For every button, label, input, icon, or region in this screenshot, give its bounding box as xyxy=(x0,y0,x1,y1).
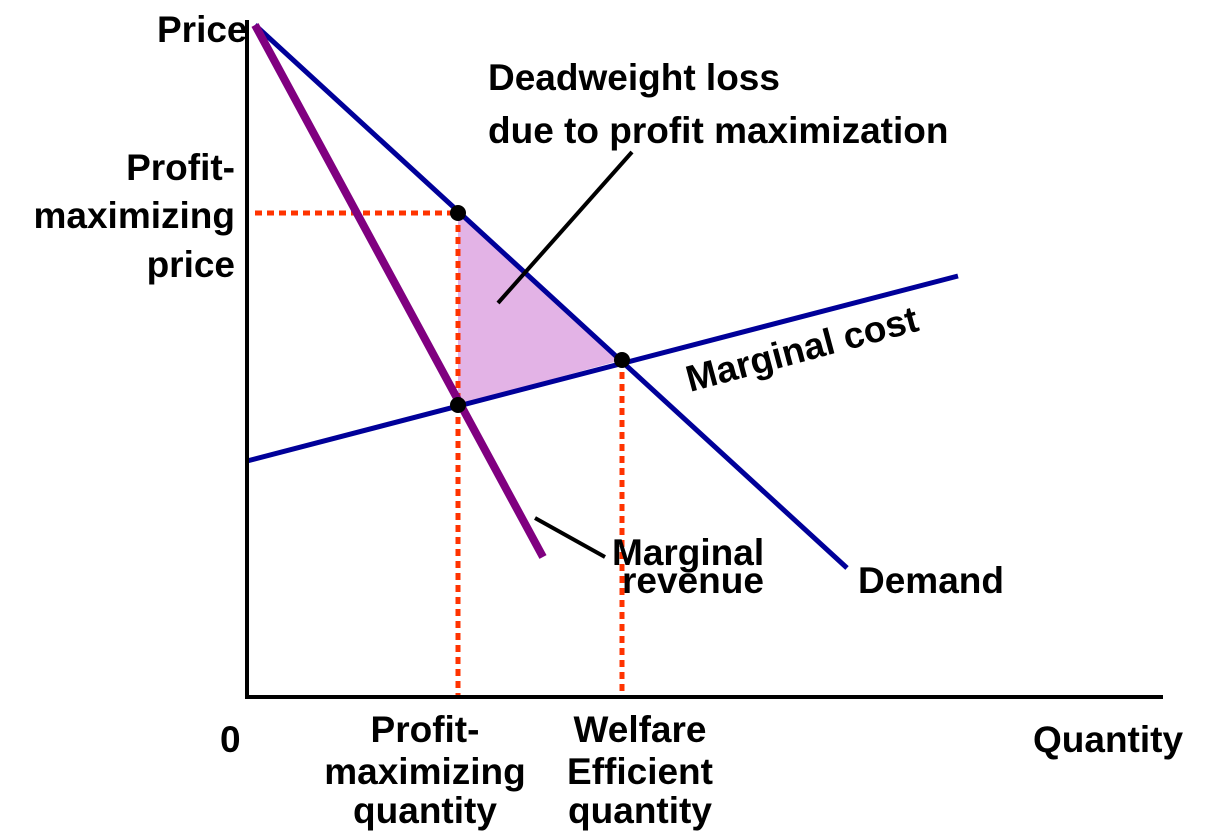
points xyxy=(450,205,630,413)
weq-label: quantity xyxy=(568,790,712,831)
price-label: Profit- xyxy=(126,147,235,188)
pmq-label: maximizing xyxy=(324,751,526,792)
demand-line xyxy=(253,23,849,570)
dwl-label: Deadweight loss xyxy=(488,57,780,98)
mc-label: Marginal cost xyxy=(681,298,922,399)
dwl-label: due to profit maximization xyxy=(488,110,948,151)
demand-label: Demand xyxy=(858,560,1004,601)
origin: 0 xyxy=(220,719,241,760)
axes xyxy=(245,20,1163,699)
weq-label: Welfare xyxy=(574,709,707,750)
price-label: price xyxy=(147,244,235,285)
mr-label: revenue xyxy=(622,560,764,601)
deadweight-area xyxy=(458,213,622,405)
weq-label: Efficient xyxy=(567,751,713,792)
pmq-label: Profit- xyxy=(371,709,480,750)
x-label: Quantity xyxy=(1033,719,1183,760)
guide-lines xyxy=(255,210,625,697)
marginal-cost-line xyxy=(246,273,959,464)
marginal-revenue-line xyxy=(251,23,547,559)
y-label: Price xyxy=(157,9,248,50)
pmq-label: quantity xyxy=(353,790,497,831)
mr-label: Marginal xyxy=(612,532,764,573)
price-label: maximizing xyxy=(34,195,236,236)
